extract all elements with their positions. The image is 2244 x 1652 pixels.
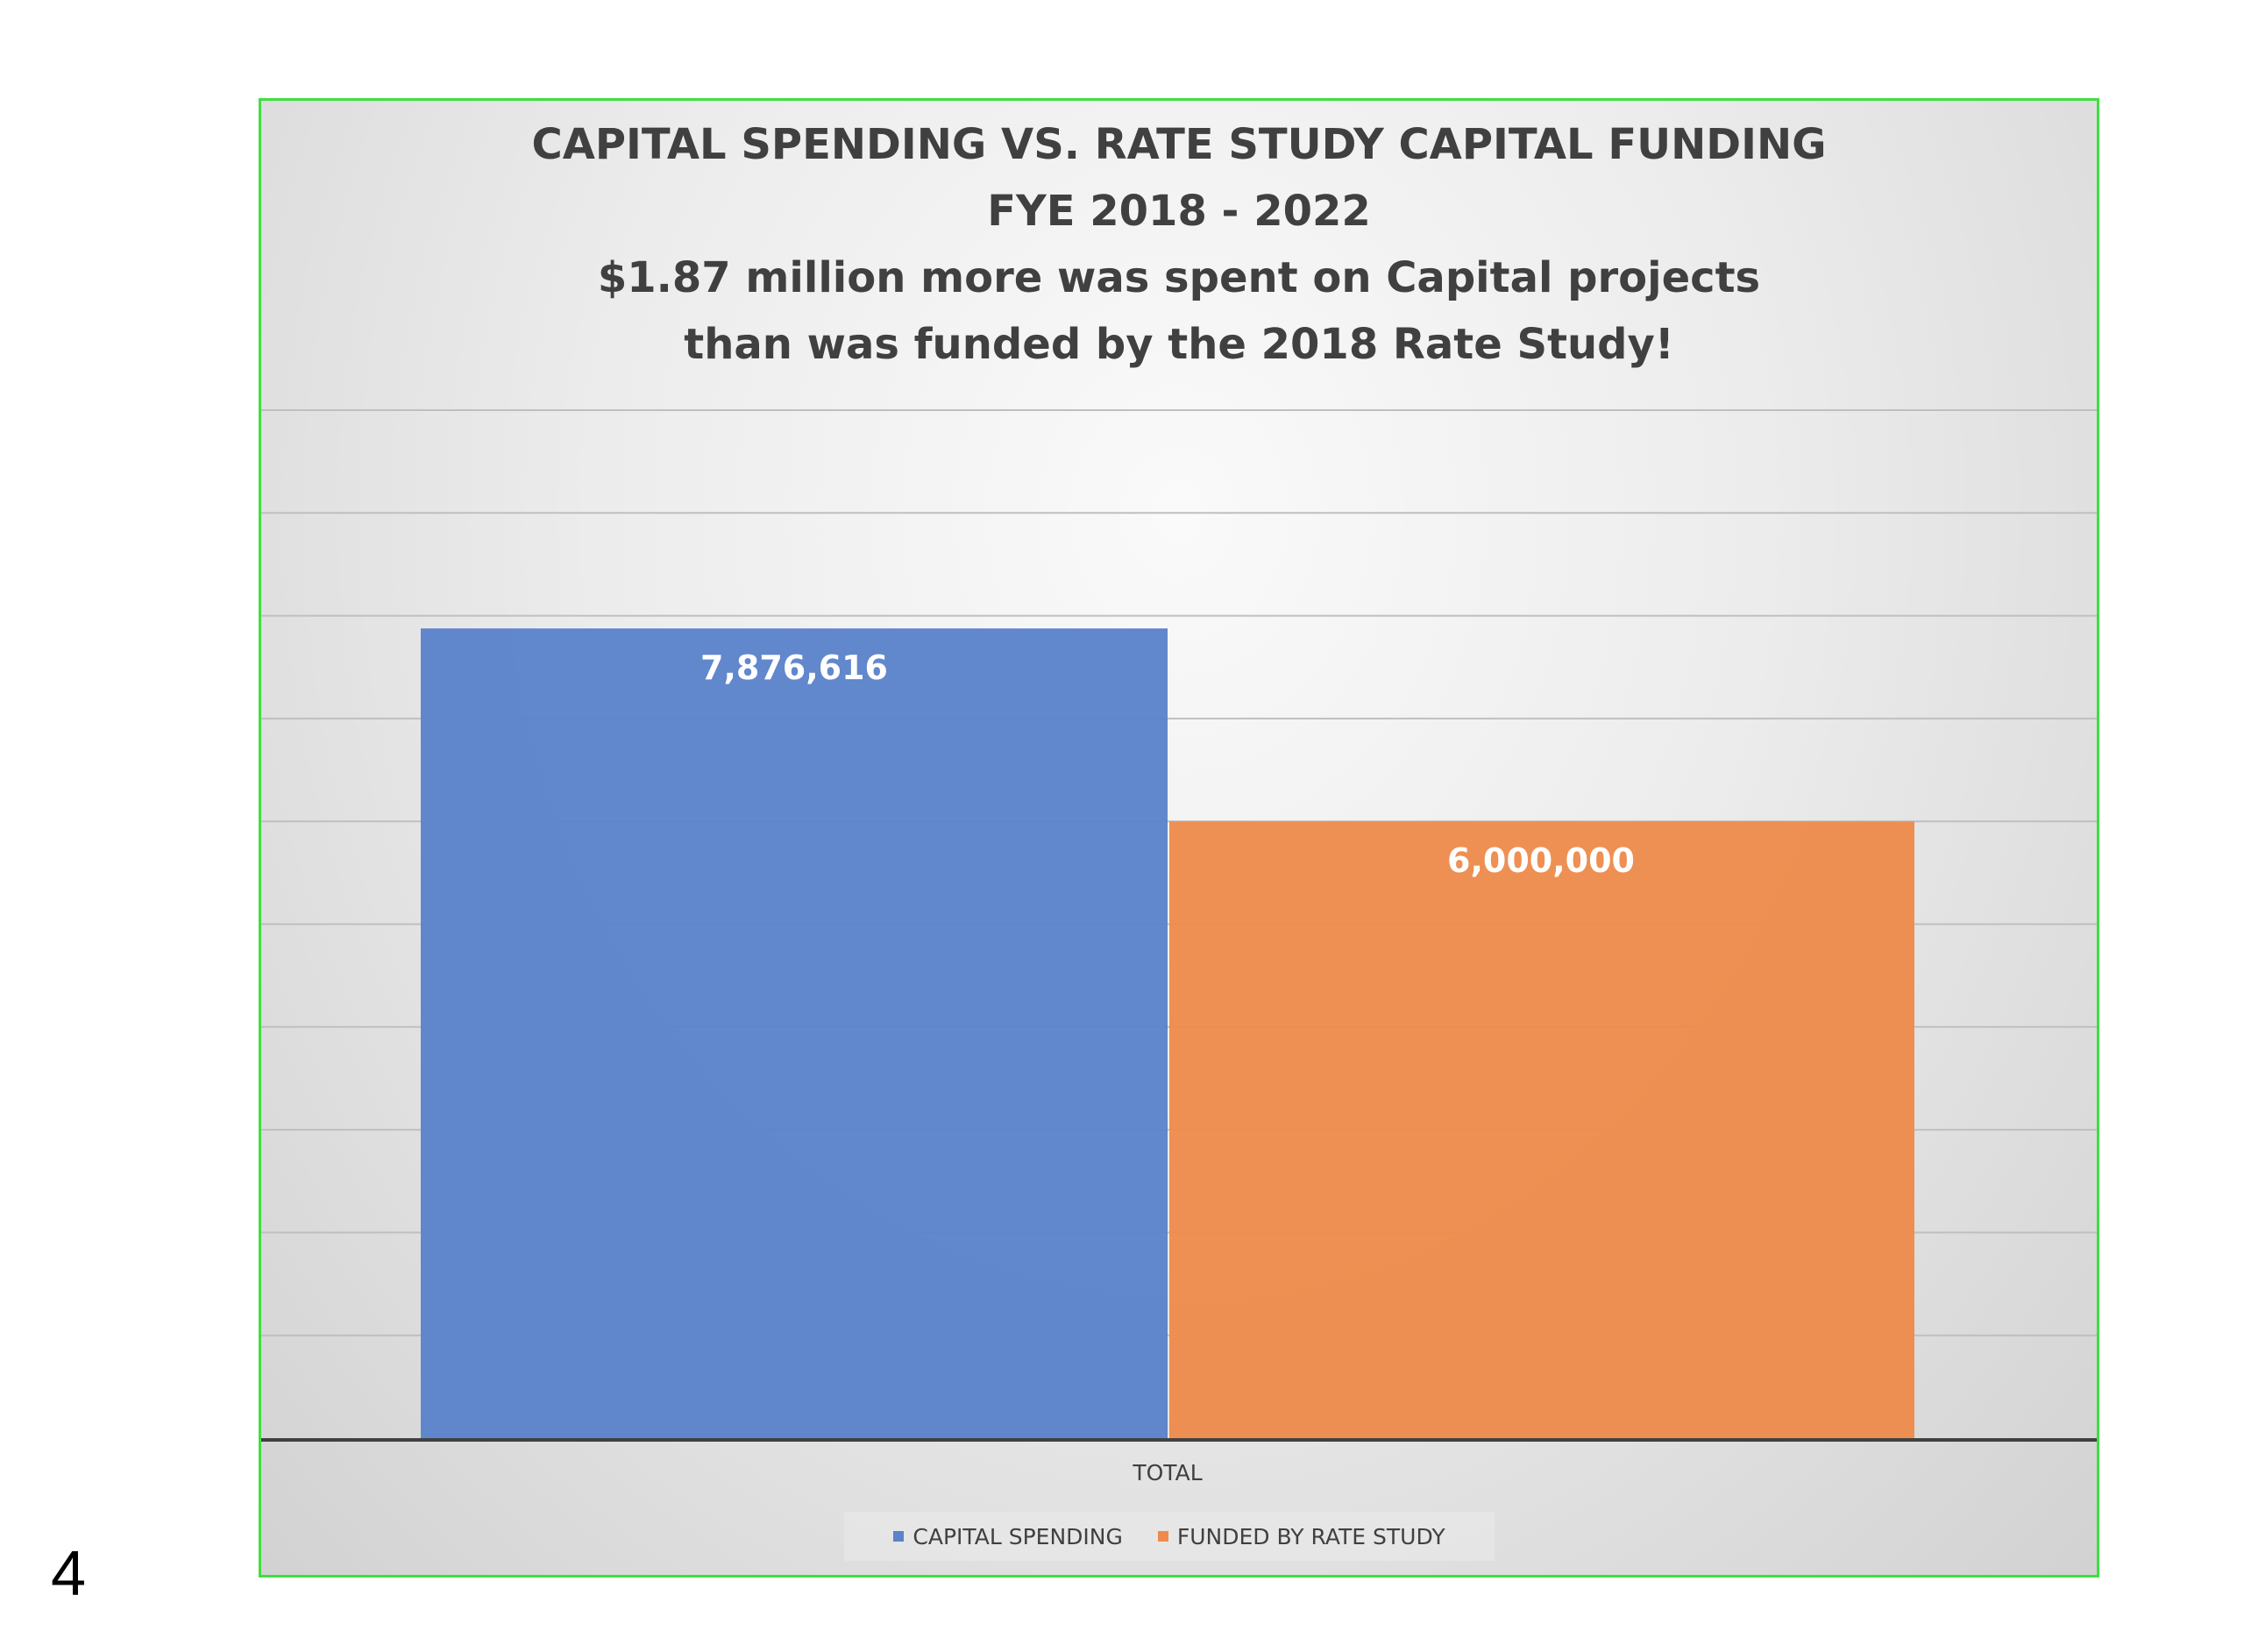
chart-title: CAPITAL SPENDING VS. RATE STUDY CAPITAL … <box>531 120 1827 169</box>
chart-frame: CAPITAL SPENDING VS. RATE STUDY CAPITAL … <box>259 98 2099 1578</box>
legend-swatch-funded-by-rate-study <box>1157 1531 1168 1542</box>
legend-item-capital-spending[interactable]: CAPITAL SPENDING <box>893 1523 1123 1549</box>
x-tick-label: TOTAL <box>1132 1460 1202 1485</box>
axes: TOTAL <box>261 1438 2097 1485</box>
chart-subtitle: $1.87 million more was spent on Capital … <box>597 253 1761 302</box>
data-label-funded-by-rate-study: 6,000,000 <box>1447 841 1635 880</box>
data-labels: 7,876,616 6,000,000 <box>700 649 1635 880</box>
bars <box>421 628 1914 1438</box>
legend-swatch-capital-spending <box>893 1531 905 1542</box>
chart-title-line2: FYE 2018 - 2022 <box>987 187 1371 236</box>
bar-capital-spending[interactable] <box>421 628 1168 1438</box>
bar-funded-by-rate-study[interactable] <box>1169 821 1914 1438</box>
legend-item-funded-by-rate-study[interactable]: FUNDED BY RATE STUDY <box>1157 1523 1445 1549</box>
legend: CAPITAL SPENDING FUNDED BY RATE STUDY <box>844 1512 1495 1561</box>
page-number: 4 <box>51 1539 87 1609</box>
plot-area: 7,876,616 6,000,000 TOTAL <box>261 409 2097 1485</box>
legend-label-funded-by-rate-study: FUNDED BY RATE STUDY <box>1176 1523 1445 1549</box>
data-label-capital-spending: 7,876,616 <box>700 649 888 687</box>
chart-subtitle-line2: than was funded by the 2018 Rate Study! <box>684 320 1674 369</box>
legend-label-capital-spending: CAPITAL SPENDING <box>913 1523 1123 1549</box>
